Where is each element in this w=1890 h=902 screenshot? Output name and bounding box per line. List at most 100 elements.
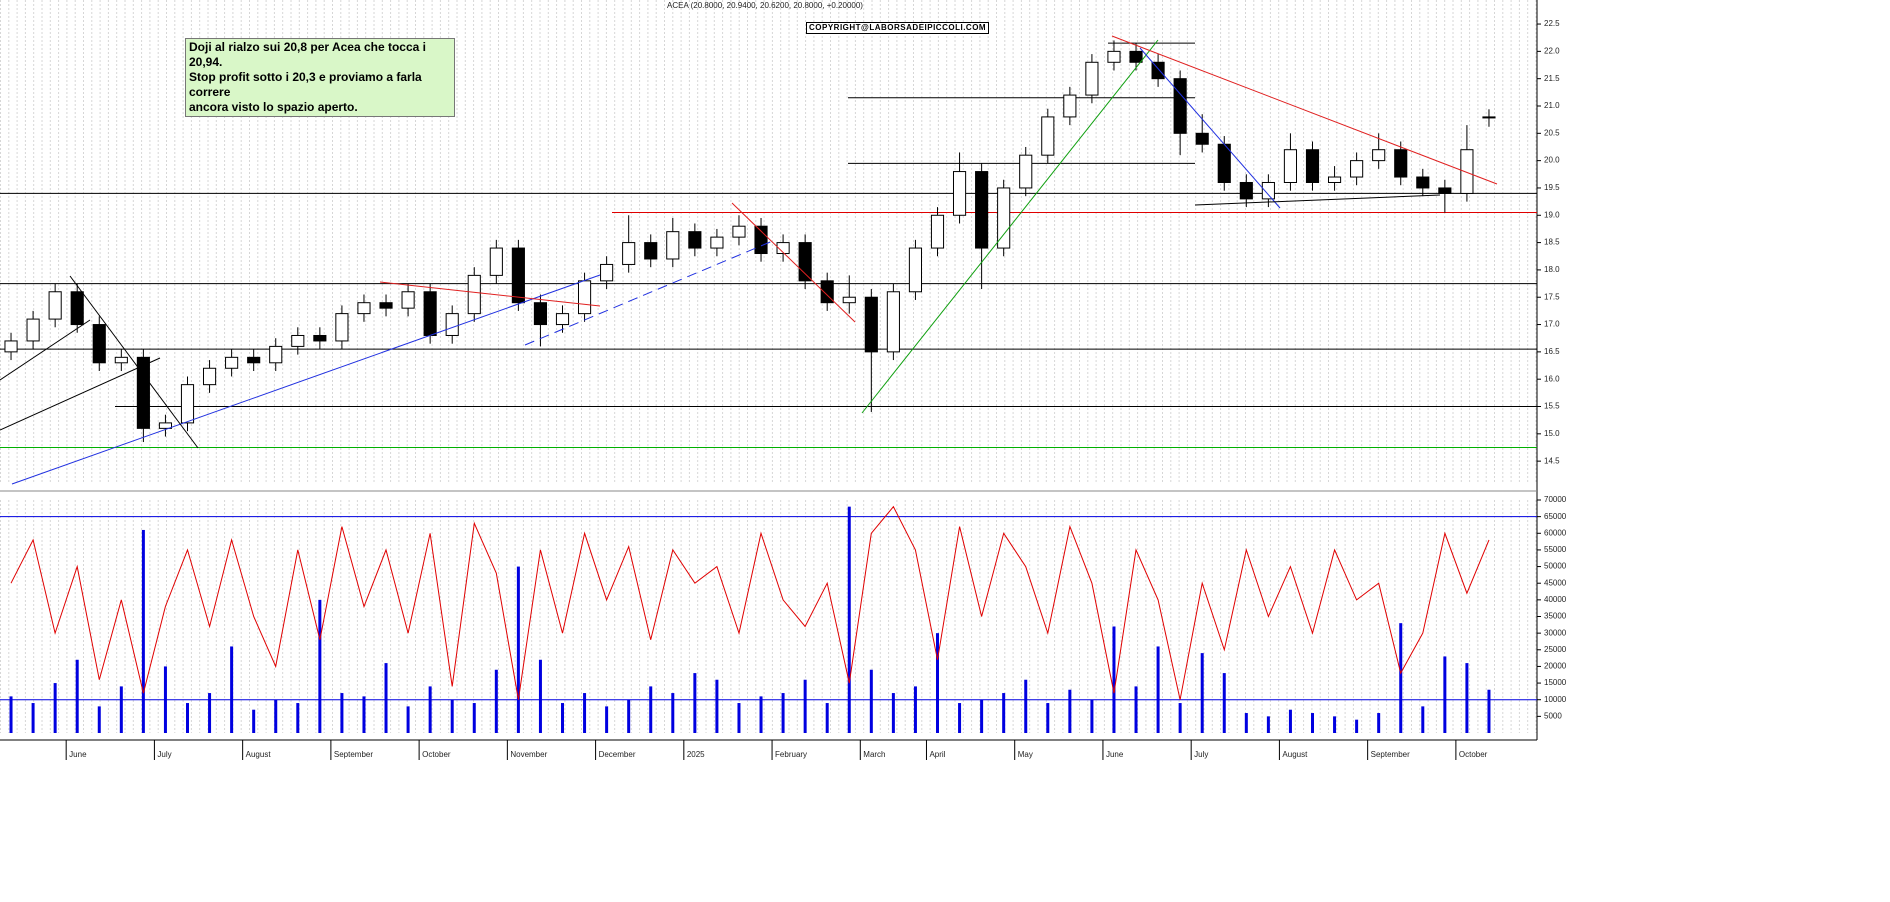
candle-body	[1261, 181, 1275, 200]
volume-bar	[1399, 623, 1403, 733]
candle-body	[511, 247, 525, 304]
candle-body	[247, 356, 261, 364]
candle-body	[1438, 187, 1452, 194]
y-tick-label: 70000	[1544, 495, 1567, 504]
volume-bar	[1421, 706, 1425, 733]
candle-body	[997, 187, 1011, 249]
trendline	[379, 281, 601, 307]
y-tick-label: 50000	[1544, 562, 1567, 571]
volume-bar	[31, 703, 35, 733]
y-tick-label: 22.5	[1544, 19, 1560, 28]
candle-body	[70, 291, 84, 326]
volume-bar	[913, 686, 917, 733]
volume-bar	[119, 686, 123, 733]
candle-body	[1041, 116, 1055, 156]
x-tick-label: May	[1018, 750, 1033, 759]
y-tick-label: 22.0	[1544, 46, 1560, 55]
volume-bar	[958, 703, 962, 733]
volume-bar	[1222, 673, 1226, 733]
candle-body	[136, 356, 150, 429]
volume-bar	[163, 666, 167, 733]
volume-bar	[362, 696, 366, 733]
volume-bar	[869, 669, 873, 733]
y-tick-label: 10000	[1544, 695, 1567, 704]
candle-body	[886, 291, 900, 353]
candle-body	[158, 422, 173, 429]
candle-body	[4, 340, 18, 353]
volume-bar	[406, 706, 410, 733]
volume-bar	[1244, 713, 1248, 733]
y-tick-label: 20.5	[1544, 128, 1560, 137]
candle-body	[489, 247, 503, 276]
volume-bar	[936, 633, 939, 733]
candle-body	[1151, 61, 1165, 80]
candle-body	[291, 334, 305, 347]
y-tick-label: 40000	[1544, 595, 1567, 604]
candle-body	[1085, 61, 1099, 96]
candle-body	[975, 171, 989, 249]
volume-bar	[1487, 689, 1491, 733]
candle-body	[1372, 149, 1386, 162]
candle-body	[357, 302, 371, 315]
y-tick-label: 17.5	[1544, 292, 1560, 301]
x-tick-label: July	[157, 750, 171, 759]
volume-bar	[1002, 693, 1006, 733]
y-tick-label: 18.0	[1544, 265, 1560, 274]
y-tick-label: 21.0	[1544, 101, 1560, 110]
x-tick-label: June	[1106, 750, 1124, 759]
candle-body	[335, 313, 349, 342]
y-tick-label: 17.0	[1544, 320, 1560, 329]
candle-body	[467, 274, 481, 315]
oscillator-line	[10, 505, 1490, 700]
volume-bar	[1465, 663, 1469, 733]
candle-body	[798, 242, 812, 282]
annotation-line: Stop profit sotto i 20,3 e proviamo a fa…	[189, 70, 422, 99]
candle-body	[1195, 132, 1209, 145]
candle-body	[644, 242, 658, 260]
trendline	[731, 202, 856, 323]
volume-bar	[450, 699, 454, 733]
y-tick-label: 65000	[1544, 512, 1567, 521]
y-tick-label: 19.0	[1544, 210, 1560, 219]
trendline	[861, 39, 1159, 414]
volume-bar	[781, 693, 785, 733]
candle-body	[622, 242, 636, 265]
candle-body	[48, 291, 62, 320]
candle-body	[114, 356, 128, 364]
x-tick-label: August	[1282, 750, 1308, 759]
annotation-line: Doji al rialzo sui 20,8 per Acea che toc…	[189, 40, 426, 69]
y-tick-label: 20000	[1544, 662, 1567, 671]
trendline	[69, 275, 199, 449]
volume-bar	[715, 679, 719, 733]
volume-bar	[1355, 719, 1359, 733]
volume-bar	[605, 706, 609, 733]
volume-bar	[1068, 689, 1072, 733]
volume-bar	[627, 699, 631, 733]
trendlines	[0, 35, 1498, 485]
candle-body	[1482, 116, 1496, 119]
annotation: Doji al rialzo sui 20,8 per Acea che toc…	[185, 38, 455, 117]
volume-bar	[9, 696, 13, 733]
y-tick-label: 35000	[1544, 612, 1567, 621]
candle-body	[1239, 181, 1253, 200]
volume-bar	[318, 599, 322, 733]
candle-body	[1283, 149, 1298, 183]
volume-bar	[1266, 716, 1270, 733]
x-tick-label: September	[334, 750, 373, 759]
volume-bar	[494, 669, 498, 733]
volume-bar	[516, 566, 520, 733]
candle-body	[555, 313, 570, 326]
candle-body	[445, 313, 459, 336]
candle-body	[1173, 78, 1187, 134]
volume-bar	[274, 699, 278, 733]
candle-body	[269, 345, 283, 364]
volume-bar	[825, 703, 829, 733]
candle-body	[930, 214, 945, 249]
candle-body	[820, 280, 834, 304]
trendline	[0, 319, 91, 381]
volume-bar	[538, 659, 542, 733]
x-tick-label: October	[422, 750, 451, 759]
candle-body	[180, 384, 195, 424]
volume-bar	[847, 506, 851, 733]
candle-body	[423, 291, 437, 336]
